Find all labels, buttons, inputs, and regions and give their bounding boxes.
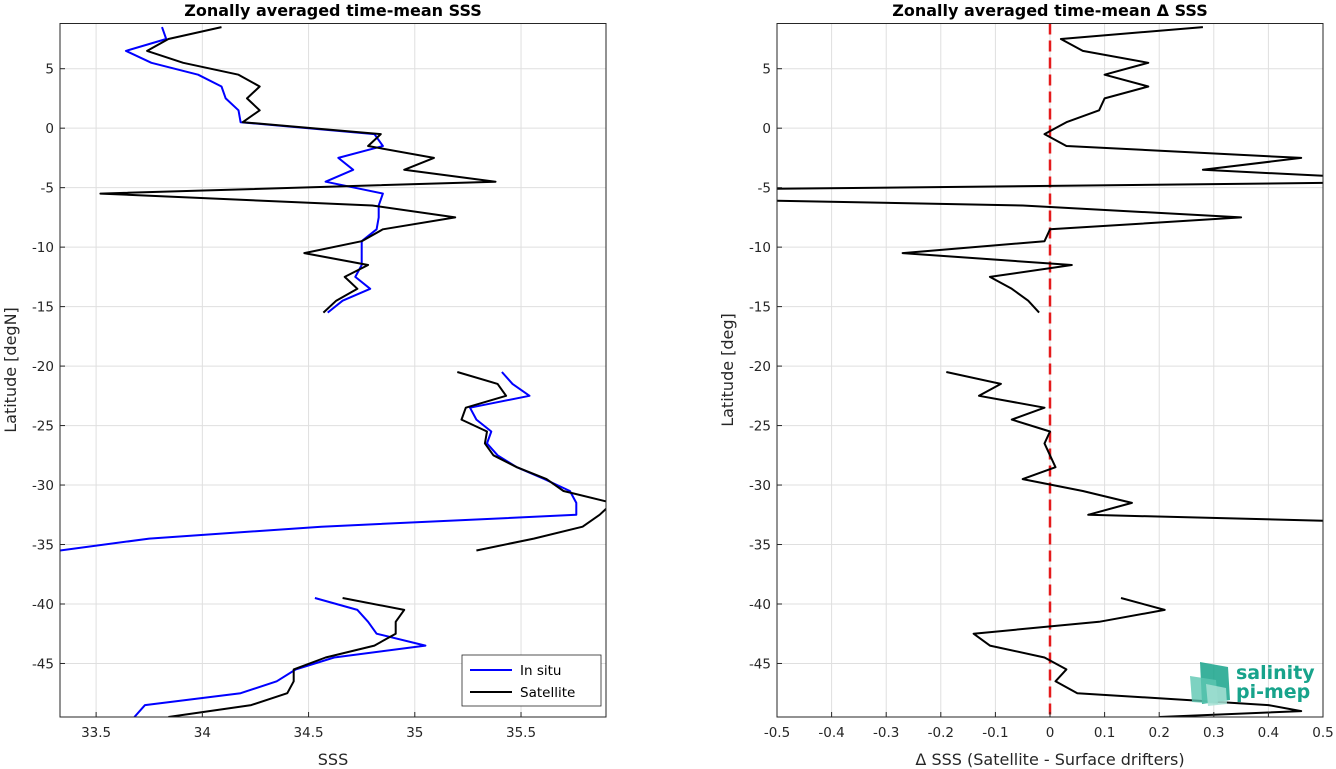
right-y-tick-label: 5 <box>762 62 771 78</box>
right-y-tick-label: -10 <box>749 240 771 256</box>
left-grid <box>60 23 606 717</box>
right-y-tick-label: -35 <box>749 538 771 554</box>
right-line-series-0 <box>777 199 1243 314</box>
right-x-tick-label: 0.4 <box>1258 725 1279 741</box>
left-y-tick-label: 5 <box>45 62 54 78</box>
right-x-tick-label: -0.4 <box>818 725 844 741</box>
right-x-tick-label: 0.1 <box>1094 725 1115 741</box>
right-y-tick-label: -30 <box>749 478 771 494</box>
right-x-tick-label: -0.3 <box>873 725 899 741</box>
right-x-tick-label: -0.5 <box>764 725 790 741</box>
right-x-tick-label: 0.2 <box>1148 725 1169 741</box>
left-chart-title: Zonally averaged time-mean SSS <box>184 1 482 20</box>
left-y-tick-label: -25 <box>32 419 54 435</box>
left-y-tick-label: -35 <box>32 538 54 554</box>
right-ticks: -0.5 -0.4 -0.3 -0.2 -0.1 0 0.1 0.2 0.3 0.4 0.5 5 0 -5… <box>749 62 1334 741</box>
right-chart-title: Zonally averaged time-mean Δ SSS <box>892 1 1208 20</box>
left-line-in-situ <box>124 26 384 314</box>
right-y-axis-label: Latitude [deg] <box>718 313 737 427</box>
left-x-tick-label: 35.5 <box>506 725 536 741</box>
right-y-tick-label: -15 <box>749 300 771 316</box>
logo-line-pi-mep: pi-mep <box>1236 681 1310 703</box>
left-y-tick-label: -20 <box>32 359 54 375</box>
right-line-series-0 <box>1043 26 1323 177</box>
left-line-in-situ <box>133 597 427 717</box>
legend: In situ Satellite <box>461 654 602 707</box>
left-x-tick-label: 34.5 <box>294 725 324 741</box>
right-x-tick-label: -0.1 <box>982 725 1008 741</box>
legend-label-satellite: Satellite <box>520 685 575 701</box>
logo-mark-icon <box>1190 662 1230 706</box>
left-panel: Zonally averaged time-mean SSS 33.5 34 34.… <box>1 1 607 769</box>
right-y-tick-label: 0 <box>762 121 771 137</box>
salinity-pi-mep-logo: salinity pi-mep <box>1190 662 1315 706</box>
right-x-tick-label: 0.3 <box>1203 725 1224 741</box>
right-line-series-0 <box>972 597 1303 717</box>
left-y-tick-label: -45 <box>32 656 54 672</box>
left-line-satellite <box>457 371 606 552</box>
left-ticks: 33.5 34 34.5 35 35.5 5 0 -5 -10 -15 -20 -25 -30 -35 -4… <box>32 62 536 741</box>
left-y-tick-label: -30 <box>32 478 54 494</box>
right-x-tick-label: -0.2 <box>928 725 954 741</box>
left-line-satellite <box>99 26 497 314</box>
left-y-tick-label: -5 <box>41 181 54 197</box>
left-x-tick-label: 34 <box>194 725 211 741</box>
right-line-series-0 <box>777 181 1323 190</box>
left-x-tick-label: 35 <box>406 725 423 741</box>
legend-label-in-situ: In situ <box>520 663 561 679</box>
right-x-axis-label: Δ SSS (Satellite - Surface drifters) <box>915 750 1184 769</box>
left-x-axis-label: SSS <box>318 750 348 769</box>
right-y-tick-label: -25 <box>749 419 771 435</box>
logo-line-salinity: salinity <box>1236 662 1315 684</box>
left-series <box>60 26 606 717</box>
right-x-tick-label: 0 <box>1046 725 1055 741</box>
right-panel: Zonally averaged time-mean Δ SSS -0.5 -0.… <box>718 1 1334 769</box>
right-y-tick-label: -5 <box>758 181 771 197</box>
legend-box <box>461 654 602 707</box>
left-y-tick-label: -15 <box>32 300 54 316</box>
left-y-tick-label: 0 <box>45 121 54 137</box>
right-y-tick-label: -45 <box>749 656 771 672</box>
left-y-tick-label: -10 <box>32 240 54 256</box>
right-series <box>777 23 1323 717</box>
right-y-tick-label: -40 <box>749 597 771 613</box>
left-x-tick-label: 33.5 <box>81 725 111 741</box>
right-y-tick-label: -20 <box>749 359 771 375</box>
right-line-series-0 <box>946 371 1323 522</box>
left-plot-frame <box>59 23 607 718</box>
left-y-axis-label: Latitude [degN] <box>1 307 20 433</box>
left-line-satellite <box>168 597 406 717</box>
left-y-tick-label: -40 <box>32 597 54 613</box>
right-x-tick-label: 0.5 <box>1312 725 1333 741</box>
